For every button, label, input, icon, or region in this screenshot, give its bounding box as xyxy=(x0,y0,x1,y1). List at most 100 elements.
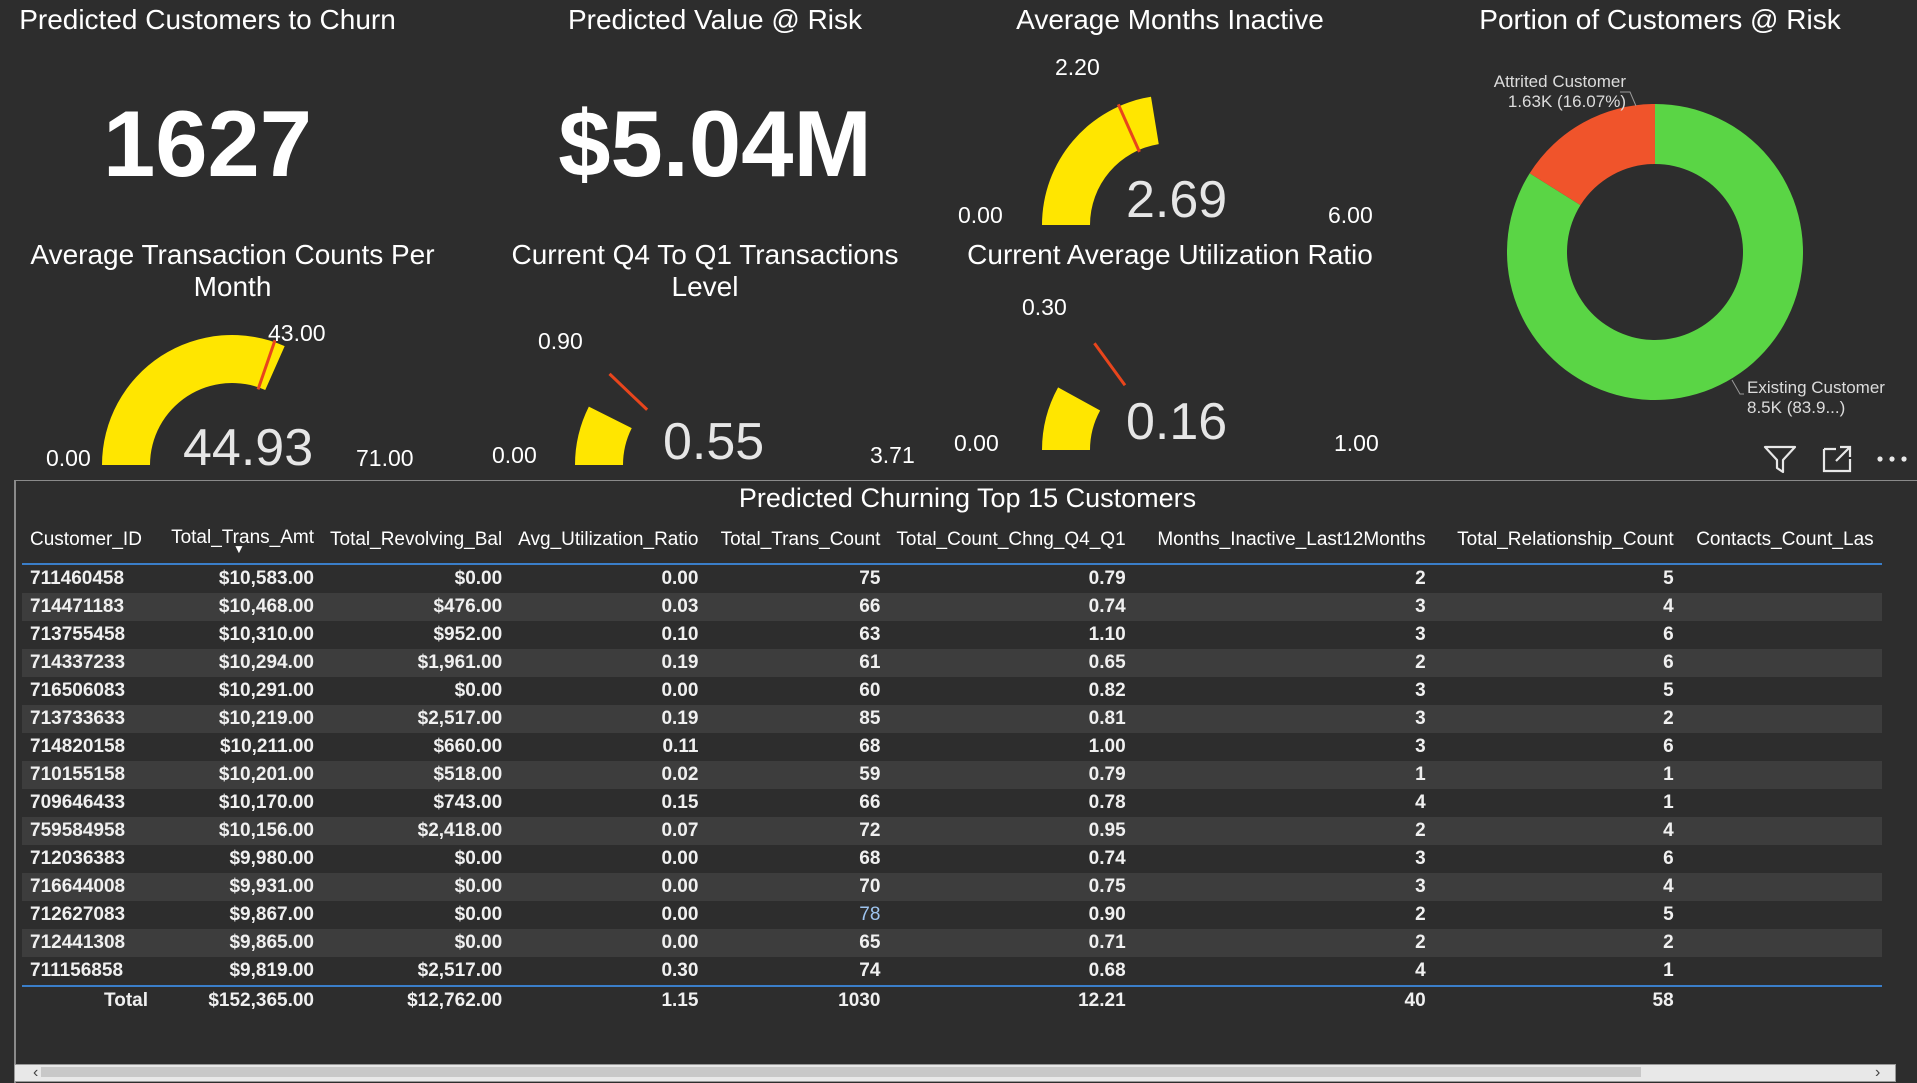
focus-mode-icon-svg xyxy=(1822,445,1852,473)
table-row[interactable]: 709646433 $10,170.00 $743.00 0.15 66 0.78 4 1 xyxy=(22,789,1882,817)
table-horizontal-scrollbar[interactable]: ‹ › xyxy=(14,1064,1896,1082)
column-header-label: Customer_ID xyxy=(30,529,142,550)
column-header-total-count-chng-q4-q1[interactable]: Total_Count_Chng_Q4_Q1 xyxy=(888,517,1134,565)
table-cell-total-revolving-bal: $2,517.00 xyxy=(322,957,511,986)
column-header-months-inactive-last12months[interactable]: Months_Inactive_Last12Months xyxy=(1133,517,1434,565)
scroll-left-icon[interactable]: ‹ xyxy=(33,1064,39,1081)
column-header-total-relationship-count[interactable]: Total_Relationship_Count xyxy=(1433,517,1682,565)
table-cell-months-inactive-last12months: 2 xyxy=(1133,564,1434,593)
table-cell-total-trans-count: 63 xyxy=(706,621,889,649)
table-cell-avg-utilization-ratio: 0.00 xyxy=(510,901,707,929)
table-header-row: Customer_ID Total_Trans_Amt ▼ Total_Revolvi… xyxy=(22,517,1882,565)
gauge-months-inactive-value: 2.69 xyxy=(1126,171,1228,229)
table-row[interactable]: 712441308 $9,865.00 $0.00 0.00 65 0.71 2 2 xyxy=(22,929,1882,957)
table-row[interactable]: 716506083 $10,291.00 $0.00 0.00 60 0.82 3 5 xyxy=(22,677,1882,705)
table-cell-months-inactive-last12months: 3 xyxy=(1133,593,1434,621)
column-header-total-revolving-bal[interactable]: Total_Revolving_Bal xyxy=(322,517,511,565)
table-cell-total-trans-amt: $9,865.00 xyxy=(156,929,322,957)
table-cell-total-relationship-count: 1 xyxy=(1433,957,1682,986)
column-header-total-trans-count[interactable]: Total_Trans_Count xyxy=(706,517,889,565)
column-header-total-trans-amt[interactable]: Total_Trans_Amt ▼ xyxy=(156,517,322,565)
table-cell-total-revolving-bal: $518.00 xyxy=(322,761,511,789)
gauge-months-inactive-chart xyxy=(1042,96,1159,225)
table-cell-customer-id: 712627083 xyxy=(22,901,156,929)
table-cell-total-revolving-bal: $1,961.00 xyxy=(322,649,511,677)
scroll-right-icon[interactable]: › xyxy=(1875,1064,1881,1081)
table-cell-total-trans-count: 59 xyxy=(706,761,889,789)
total-cell-total-relationship-count: 58 xyxy=(1433,985,1682,1015)
table-cell-contacts-count-las xyxy=(1681,649,1882,677)
column-header-contacts-count-las[interactable]: Contacts_Count_Las xyxy=(1681,517,1882,565)
gauge-q4-q1-max: 3.71 xyxy=(870,442,915,468)
gauge-utilization-min: 0.00 xyxy=(954,430,999,456)
table-cell-total-relationship-count: 6 xyxy=(1433,733,1682,761)
table-cell-avg-utilization-ratio: 0.15 xyxy=(510,789,707,817)
table-cell-total-relationship-count: 1 xyxy=(1433,789,1682,817)
table-cell-total-trans-count: 68 xyxy=(706,845,889,873)
table-cell-months-inactive-last12months: 2 xyxy=(1133,817,1434,845)
total-cell-contacts-count-las xyxy=(1681,985,1882,1015)
table-row[interactable]: 759584958 $10,156.00 $2,418.00 0.07 72 0.95 2 4 xyxy=(22,817,1882,845)
table-body: 711460458 $10,583.00 $0.00 0.00 75 0.79 2 5 7144… xyxy=(22,564,1882,986)
table-row[interactable]: 714471183 $10,468.00 $476.00 0.03 66 0.74 3 4 xyxy=(22,593,1882,621)
table-cell-customer-id: 714337233 xyxy=(22,649,156,677)
table-cell-total-count-chng-q4-q1: 0.68 xyxy=(888,957,1134,986)
table-row[interactable]: 713733633 $10,219.00 $2,517.00 0.19 85 0.81 3 2 xyxy=(22,705,1882,733)
donut-slice-attrited[interactable] xyxy=(1529,104,1655,206)
column-header-label: Contacts_Count_Las xyxy=(1696,529,1874,550)
gauge-trans-counts: 43.00 0.00 71.00 44.93 xyxy=(0,310,470,480)
churn-card-value: 1627 xyxy=(102,91,313,196)
table-cell-total-count-chng-q4-q1: 1.10 xyxy=(888,621,1134,649)
table-cell-avg-utilization-ratio: 0.03 xyxy=(510,593,707,621)
table-cell-total-relationship-count: 6 xyxy=(1433,621,1682,649)
table-cell-total-trans-count: 70 xyxy=(706,873,889,901)
table-cell-total-trans-count: 66 xyxy=(706,593,889,621)
column-header-customer-id[interactable]: Customer_ID xyxy=(22,517,156,565)
total-cell-months-inactive-last12months: 40 xyxy=(1133,985,1434,1015)
table-cell-contacts-count-las xyxy=(1681,593,1882,621)
table-cell-contacts-count-las xyxy=(1681,705,1882,733)
table-row[interactable]: 712036383 $9,980.00 $0.00 0.00 68 0.74 3 6 xyxy=(22,845,1882,873)
table-cell-contacts-count-las xyxy=(1681,873,1882,901)
table-cell-total-trans-amt: $10,219.00 xyxy=(156,705,322,733)
table-cell-avg-utilization-ratio: 0.00 xyxy=(510,564,707,593)
table-cell-months-inactive-last12months: 2 xyxy=(1133,649,1434,677)
table-row[interactable]: 711156858 $9,819.00 $2,517.00 0.30 74 0.68 4 1 xyxy=(22,957,1882,986)
table-cell-months-inactive-last12months: 3 xyxy=(1133,733,1434,761)
sort-descending-icon[interactable]: ▼ xyxy=(233,542,245,556)
table-row[interactable]: 716644008 $9,931.00 $0.00 0.00 70 0.75 3 4 xyxy=(22,873,1882,901)
filter-icon[interactable] xyxy=(1762,443,1798,475)
table-row[interactable]: 710155158 $10,201.00 $518.00 0.02 59 0.79 1 1 xyxy=(22,761,1882,789)
table-cell-total-trans-amt: $10,211.00 xyxy=(156,733,322,761)
table-cell-contacts-count-las xyxy=(1681,901,1882,929)
table-cell-contacts-count-las xyxy=(1681,929,1882,957)
table-cell-months-inactive-last12months: 3 xyxy=(1133,705,1434,733)
table-cell-total-trans-amt: $10,468.00 xyxy=(156,593,322,621)
table-cell-total-trans-count: 68 xyxy=(706,733,889,761)
table-row[interactable]: 712627083 $9,867.00 $0.00 0.00 78 0.90 2 5 xyxy=(22,901,1882,929)
table-cell-total-count-chng-q4-q1: 1.00 xyxy=(888,733,1134,761)
table-cell-months-inactive-last12months: 3 xyxy=(1133,677,1434,705)
table-row[interactable]: 714337233 $10,294.00 $1,961.00 0.19 61 0.65 2 6 xyxy=(22,649,1882,677)
column-header-label: Months_Inactive_Last12Months xyxy=(1157,529,1426,550)
more-options-icon[interactable] xyxy=(1874,445,1910,473)
table-row[interactable]: 713755458 $10,310.00 $952.00 0.10 63 1.10 3 6 xyxy=(22,621,1882,649)
table-cell-total-trans-count: 60 xyxy=(706,677,889,705)
scrollbar-thumb[interactable] xyxy=(41,1067,1641,1077)
table-row[interactable]: 714820158 $10,211.00 $660.00 0.11 68 1.00 3 6 xyxy=(22,733,1882,761)
gauge-trans-counts-target xyxy=(256,339,277,390)
table-cell-customer-id: 712036383 xyxy=(22,845,156,873)
table-cell-total-revolving-bal: $0.00 xyxy=(322,564,511,593)
table-row[interactable]: 711460458 $10,583.00 $0.00 0.00 75 0.79 2 5 xyxy=(22,564,1882,593)
donut-slice-existing[interactable] xyxy=(1507,104,1803,400)
focus-mode-icon[interactable] xyxy=(1820,443,1854,475)
column-header-label: Total_Count_Chng_Q4_Q1 xyxy=(896,529,1126,550)
table-cell-months-inactive-last12months: 4 xyxy=(1133,789,1434,817)
table-cell-total-trans-count: 72 xyxy=(706,817,889,845)
gauge-utilization-target-label: 0.30 xyxy=(1022,294,1067,320)
table-cell-contacts-count-las xyxy=(1681,761,1882,789)
total-label: Total xyxy=(22,985,156,1015)
column-header-avg-utilization-ratio[interactable]: Avg_Utilization_Ratio xyxy=(510,517,707,565)
table-cell-total-count-chng-q4-q1: 0.81 xyxy=(888,705,1134,733)
more-options-icon-svg xyxy=(1877,456,1907,462)
